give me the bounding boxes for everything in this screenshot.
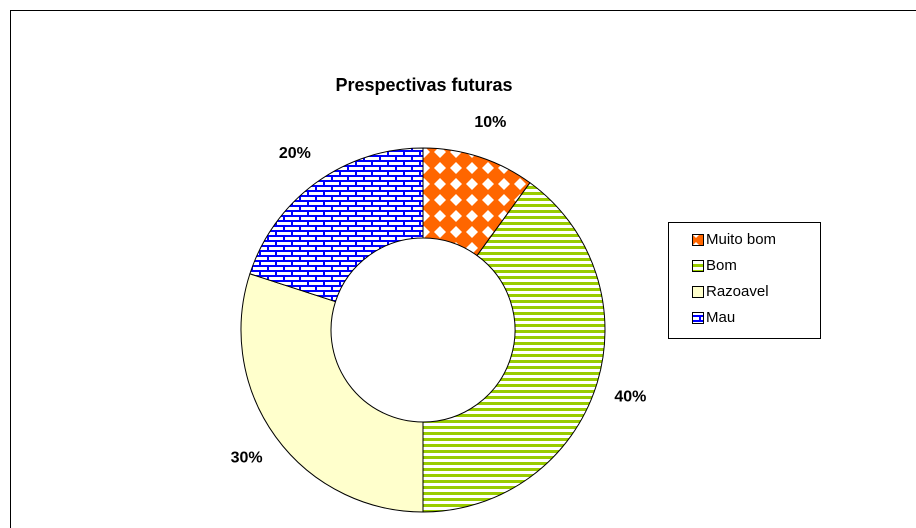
legend-swatch (692, 234, 704, 246)
legend-label: Muito bom (706, 231, 776, 248)
legend-label: Mau (706, 309, 735, 326)
donut-segment (249, 147, 424, 303)
chart-title: Prespectivas futuras (335, 75, 512, 95)
donut-segment (422, 182, 606, 513)
legend-swatch (692, 286, 704, 298)
donut-segment (240, 273, 424, 513)
legend-label: Bom (706, 257, 737, 274)
legend-swatch (692, 260, 704, 272)
data-label: 40% (614, 389, 646, 406)
data-label: 30% (231, 449, 263, 466)
data-label: 10% (474, 114, 506, 131)
data-label: 20% (279, 145, 311, 162)
legend-label: Razoavel (706, 283, 769, 300)
legend-swatch (692, 312, 704, 324)
